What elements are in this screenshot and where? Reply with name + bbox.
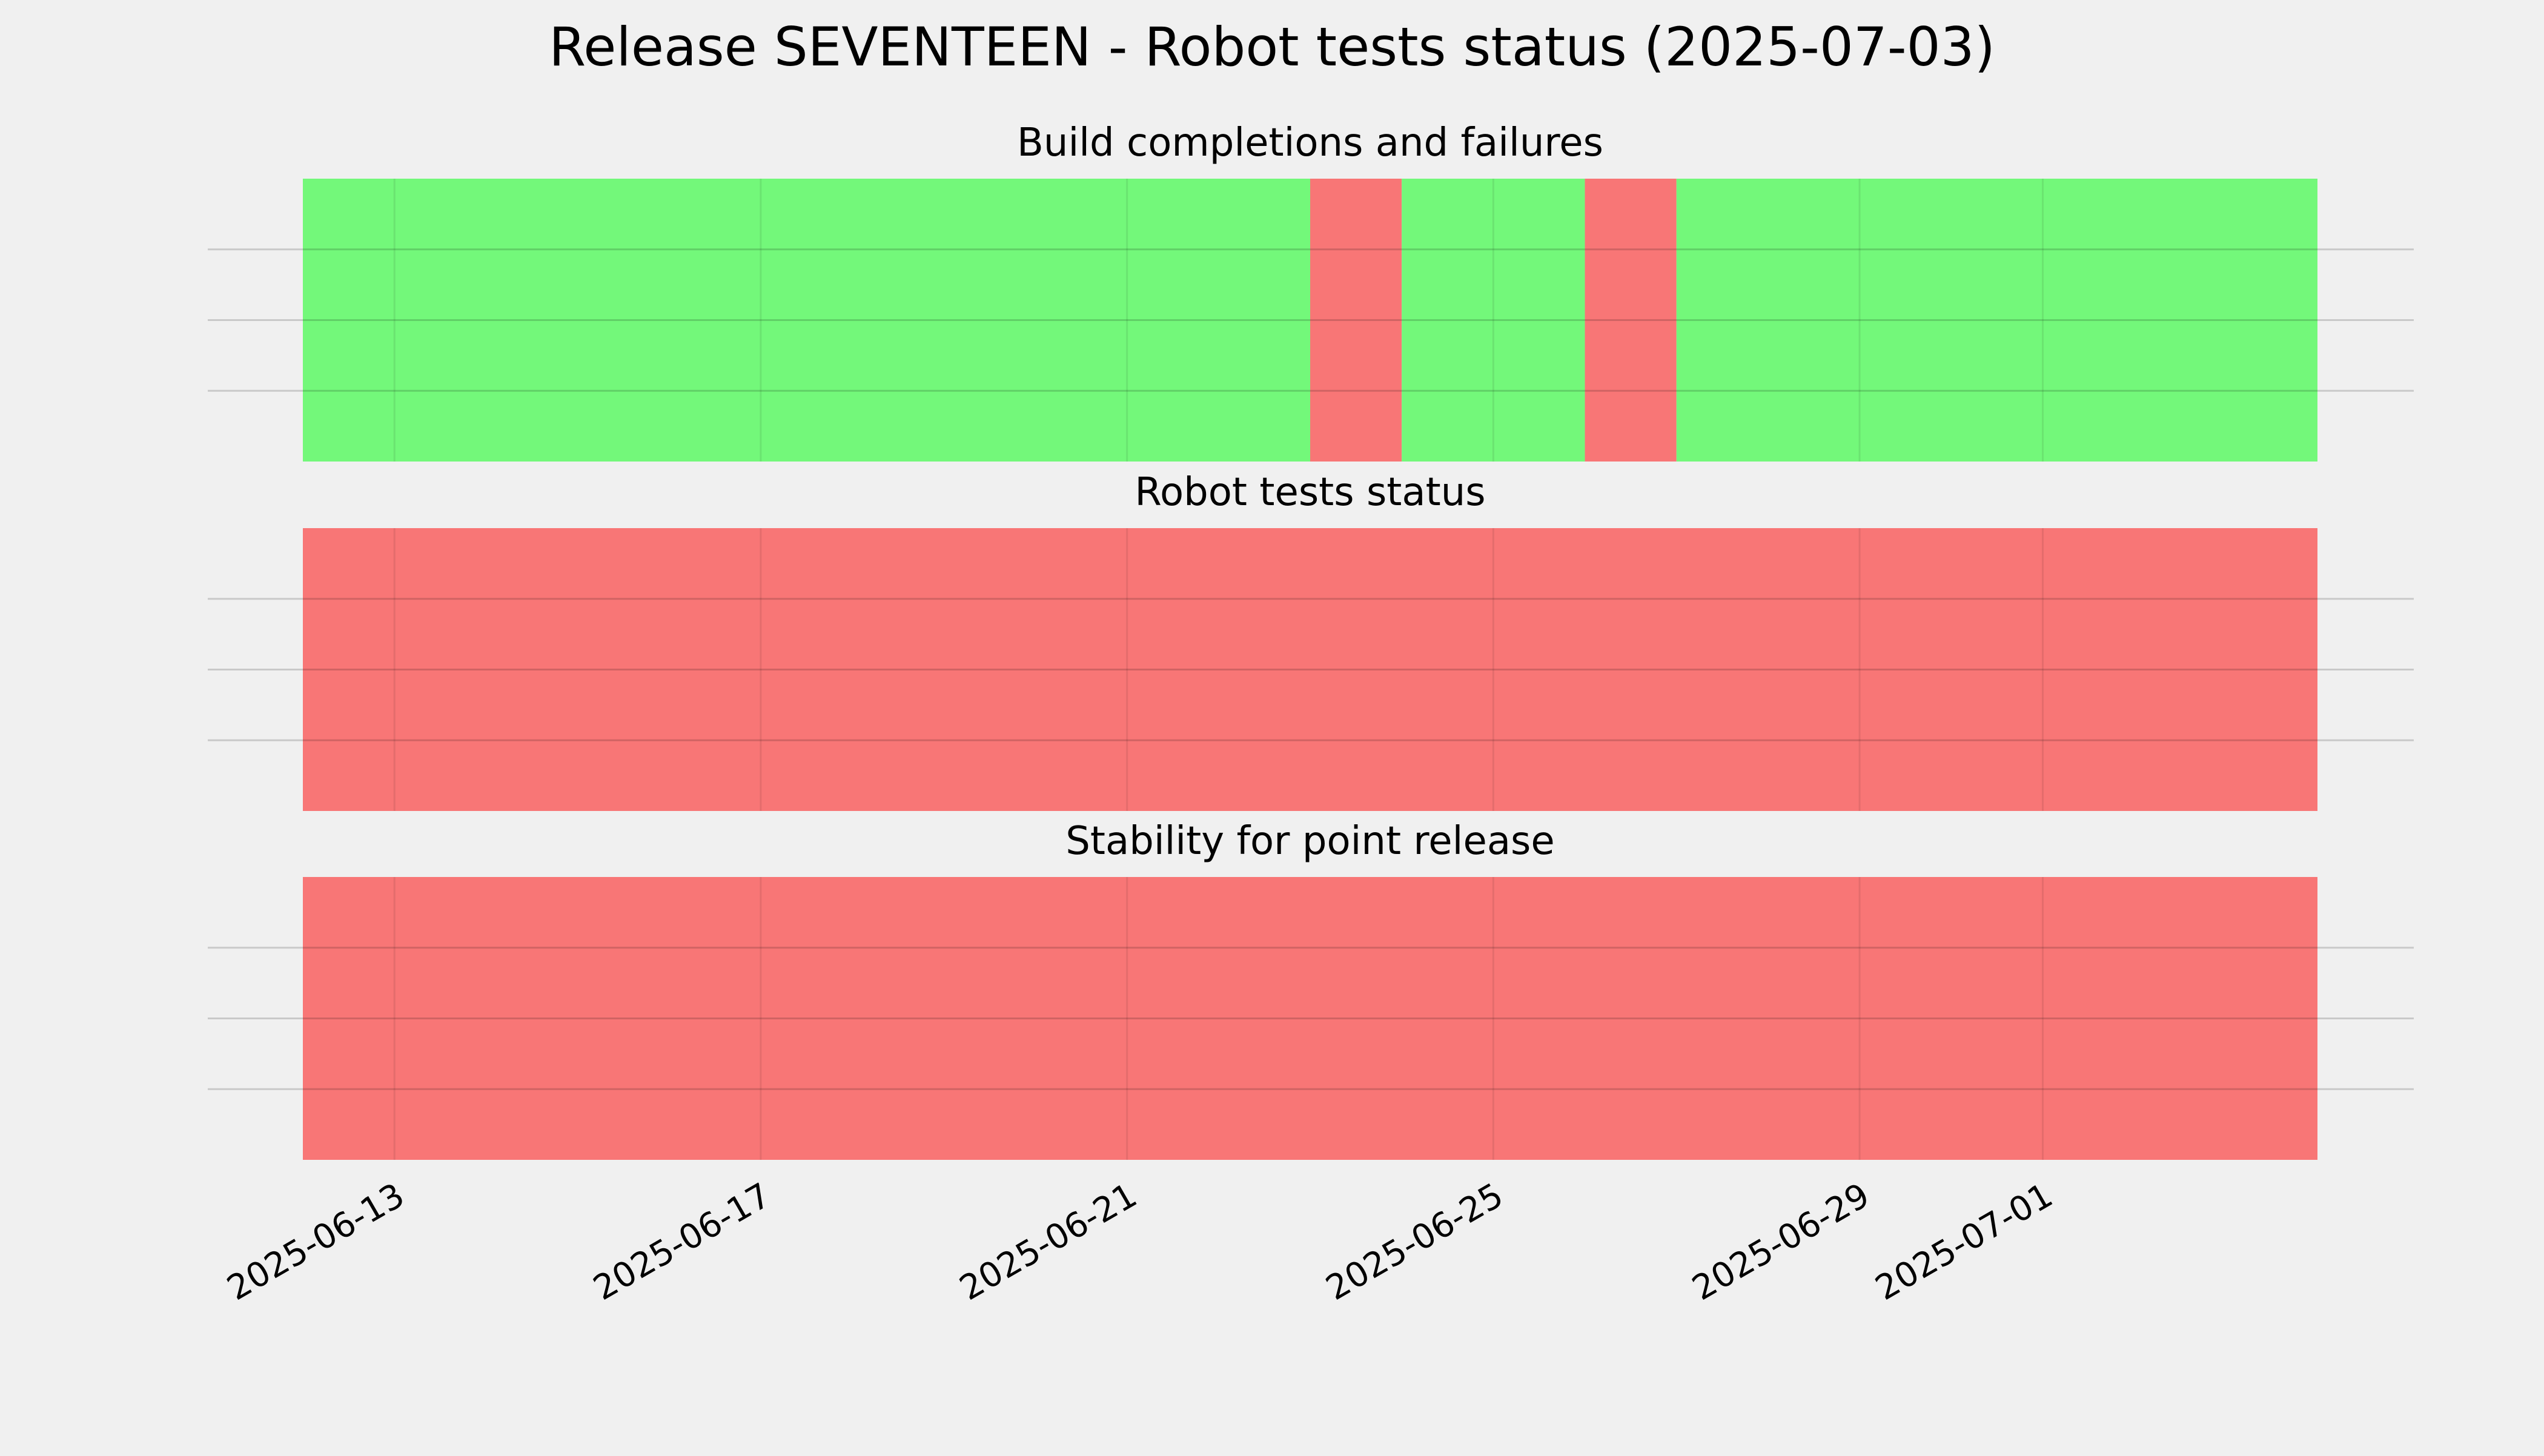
panels-layer: Build completions and failures Robot test… <box>208 121 2414 1160</box>
timeline-panel: Stability for point release <box>208 819 2414 1160</box>
status-segment-fail <box>303 528 2317 811</box>
status-segment-fail <box>303 877 2317 1160</box>
panel-title: Stability for point release <box>1065 819 1555 864</box>
x-tick-label: 2025-06-13 <box>220 1176 411 1308</box>
status-segment-pass <box>1402 179 1585 462</box>
timeline-panel: Robot tests status <box>208 470 2414 811</box>
status-segment-pass <box>303 179 1310 462</box>
x-tick-label: 2025-07-01 <box>1869 1176 2059 1308</box>
x-tick-label: 2025-06-25 <box>1319 1176 1509 1308</box>
panel-title: Build completions and failures <box>1017 121 1603 165</box>
status-segment-fail <box>1585 179 1677 462</box>
chart-title: Release SEVENTEEN - Robot tests status (… <box>549 16 1995 78</box>
x-tick-label: 2025-06-17 <box>587 1176 777 1308</box>
status-segment-pass <box>1676 179 2317 462</box>
panel-title: Robot tests status <box>1135 470 1485 515</box>
x-axis-ticks: 2025-06-13 2025-06-17 2025-06-21 2025-06-25… <box>220 1176 2059 1308</box>
timeline-panel: Build completions and failures <box>208 121 2414 462</box>
x-tick-label: 2025-06-29 <box>1686 1176 1876 1308</box>
x-tick-label: 2025-06-21 <box>953 1176 1144 1308</box>
status-segment-fail <box>1310 179 1402 462</box>
